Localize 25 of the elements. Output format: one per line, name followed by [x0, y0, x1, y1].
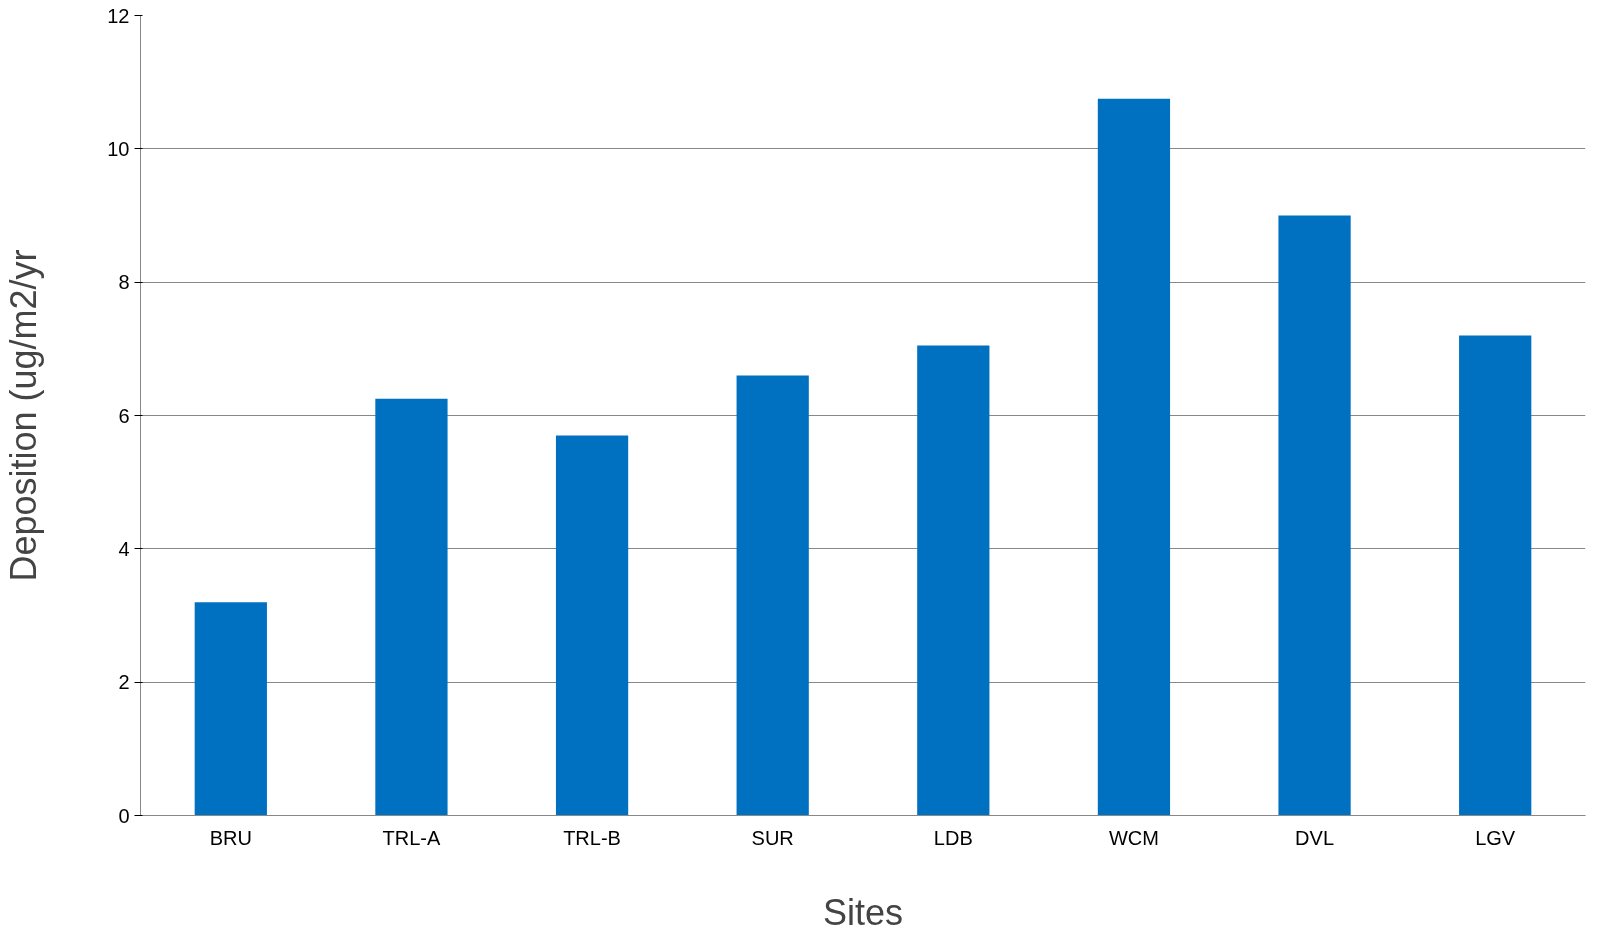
x-tick-label: DVL	[1295, 826, 1335, 849]
x-tick-label: TRL-A	[382, 826, 441, 849]
y-tick-label: 10	[107, 137, 130, 160]
y-tick-label: 8	[118, 271, 130, 294]
y-tick-label: 4	[118, 537, 130, 560]
y-tick-label: 0	[118, 804, 130, 827]
x-tick-label: BRU	[209, 826, 252, 849]
x-axis-title: Sites	[822, 891, 904, 933]
x-tick-label: WCM	[1108, 826, 1159, 849]
bar	[1278, 215, 1351, 816]
y-tick-label: 6	[118, 404, 130, 427]
bar	[917, 345, 990, 816]
bar	[736, 375, 809, 816]
y-tick-label: 12	[107, 4, 130, 27]
bar	[1459, 335, 1532, 816]
x-tick-label: SUR	[751, 826, 794, 849]
x-tick-label: LGV	[1475, 826, 1516, 849]
bar	[194, 602, 267, 816]
bar	[375, 398, 448, 816]
y-axis-title: Deposition (ug/m2/yr	[3, 249, 45, 582]
y-tick-label: 2	[118, 671, 130, 694]
x-tick-label: TRL-B	[563, 826, 621, 849]
x-tick-label: LDB	[933, 826, 973, 849]
bar	[555, 435, 629, 816]
bar	[1097, 98, 1171, 816]
